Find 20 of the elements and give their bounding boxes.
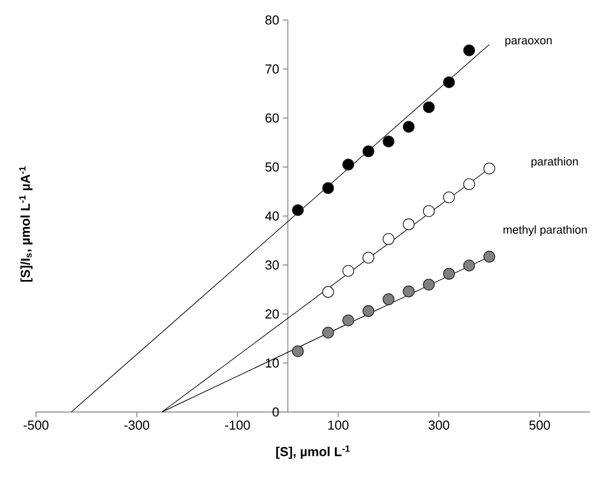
text: paraoxon (505, 38, 552, 47)
y-tick-label: 20 (266, 309, 279, 319)
x-tick-label: 300 (428, 420, 450, 430)
y-tick-label: 0 (272, 407, 279, 417)
y-tick-label: 40 (265, 211, 279, 221)
y-tick-label: 50 (265, 162, 279, 172)
y-tick-label: 10 (266, 358, 279, 368)
x-axis-title: [S], µmol L$^{-1}$ (276, 446, 350, 459)
y-tick-label: 60 (266, 113, 279, 123)
x-tick-label: 500 (529, 420, 550, 430)
y-tick-label: 30 (265, 260, 279, 270)
y-tick-label: 80 (265, 15, 279, 25)
series-label: methyl parathion (504, 225, 587, 236)
x-tick-label: 100 (328, 420, 348, 430)
text: parathion (532, 157, 578, 168)
y-tick-label: 70 (266, 64, 279, 74)
x-tick-label: -300 (124, 420, 150, 430)
x-tick-label: -500 (24, 420, 48, 430)
x-tick-label: -100 (225, 420, 250, 430)
y-axis-title: [S]/I$_{s}$, µmol L$^{-1}$ µA$^{-1}$ (19, 166, 32, 282)
